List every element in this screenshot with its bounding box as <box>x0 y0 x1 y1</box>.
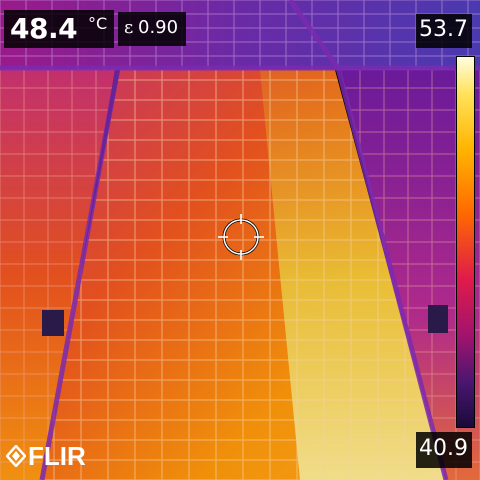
flir-diamond-icon <box>6 445 26 467</box>
temperature-scale-bar <box>456 56 475 428</box>
flir-logo: FLIR <box>6 441 96 471</box>
emissivity-symbol: ε <box>124 17 134 38</box>
emissivity-readout: ε 0.90 <box>118 12 186 46</box>
spot-temperature-readout: 48.4 °C <box>4 10 114 48</box>
spot-meter-crosshair-icon <box>218 214 264 260</box>
scale-max-value: 53.7 <box>419 17 468 42</box>
spot-temperature-value: 48.4 <box>10 12 78 45</box>
scale-min-readout: 40.9 <box>416 432 472 468</box>
temperature-unit: °C <box>88 14 108 33</box>
emissivity-value: 0.90 <box>138 17 179 38</box>
flir-logo-text: FLIR <box>28 441 86 471</box>
scale-max-readout: 53.7 <box>416 14 472 48</box>
scale-min-value: 40.9 <box>419 436 468 461</box>
